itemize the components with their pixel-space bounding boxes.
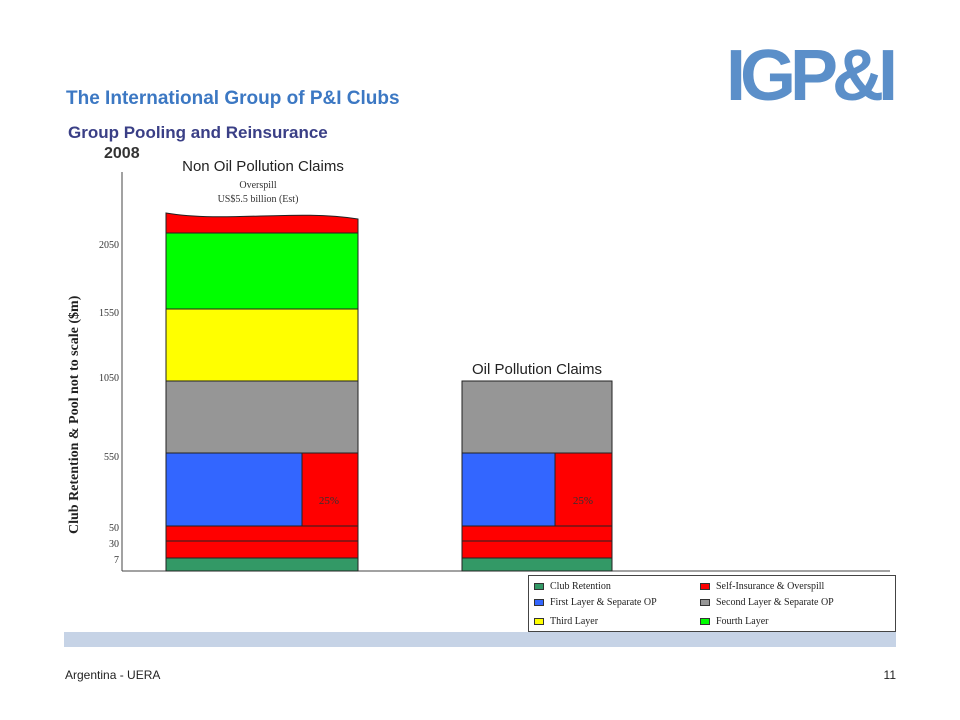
y-tick-label: 50 — [109, 523, 119, 534]
legend-label: Self-Insurance & Overspill — [716, 581, 825, 592]
y-axis-label: Club Retention & Pool not to scale ($m) — [67, 295, 82, 534]
legend-swatch — [700, 583, 710, 590]
y-tick-label: 550 — [104, 452, 119, 463]
bar-segment — [165, 232, 359, 310]
legend-swatch — [534, 583, 544, 590]
bar-title-non-oil: Non Oil Pollution Claims — [182, 158, 344, 175]
share-label-oil: 25% — [573, 495, 593, 507]
bar-segment — [165, 525, 359, 542]
bar-segment — [461, 525, 613, 542]
overspill-note-line-2: US$5.5 billion (Est) — [218, 194, 299, 205]
chart-year: 2008 — [104, 145, 140, 162]
footer-bar — [64, 632, 896, 647]
bar-segment-overspill — [165, 212, 359, 234]
bar-segment — [461, 380, 613, 454]
legend-label: Second Layer & Separate OP — [716, 597, 834, 608]
legend-label: Club Retention — [550, 581, 611, 592]
legend-swatch — [534, 599, 544, 606]
bars — [165, 212, 613, 572]
legend-item-club-retention: Club Retention — [534, 581, 611, 592]
bar-segment — [165, 540, 359, 559]
legend-item-fourth-layer: Fourth Layer — [700, 616, 769, 627]
bar-segment — [554, 452, 613, 527]
igpi-logo: IGP&I — [726, 42, 898, 104]
legend-swatch — [534, 618, 544, 625]
bar-segment — [165, 452, 303, 527]
legend-swatch — [700, 618, 710, 625]
logo-text: IGP&I — [726, 42, 894, 104]
y-tick-label: 7 — [114, 555, 119, 566]
share-label-non-oil: 25% — [319, 495, 339, 507]
bar-segment — [165, 308, 359, 382]
legend-label: Third Layer — [550, 616, 599, 627]
y-tick-label: 1050 — [99, 373, 119, 384]
y-tick-label: 2050 — [99, 240, 119, 251]
bar-segment — [461, 557, 613, 572]
bar-segment — [461, 452, 556, 527]
overspill-note-line-1: Overspill — [239, 180, 276, 191]
bar-segment — [165, 380, 359, 454]
legend-item-third-layer: Third Layer — [534, 616, 598, 627]
bar-segment — [165, 557, 359, 572]
y-tick-labels: 7 30 50 550 1050 1550 2050 — [99, 240, 119, 566]
y-tick-label: 30 — [109, 539, 119, 550]
bar-segment — [461, 540, 613, 559]
legend-label: Fourth Layer — [716, 616, 769, 627]
legend: Club Retention Self-Insurance & Overspil… — [528, 575, 896, 632]
y-tick-label: 1550 — [99, 308, 119, 319]
legend-swatch — [700, 599, 710, 606]
legend-item-self-insurance: Self-Insurance & Overspill — [700, 581, 824, 592]
legend-label: First Layer & Separate OP — [550, 597, 657, 608]
footer-text: Argentina - UERA — [65, 668, 161, 682]
bar-title-oil: Oil Pollution Claims — [472, 361, 602, 378]
page-subtitle: Group Pooling and Reinsurance — [68, 123, 328, 142]
legend-item-first-layer: First Layer & Separate OP — [534, 597, 657, 608]
bar-segment — [301, 452, 359, 527]
page-title: The International Group of P&I Clubs — [66, 88, 400, 109]
legend-item-second-layer: Second Layer & Separate OP — [700, 597, 834, 608]
page-number: 11 — [883, 668, 896, 682]
